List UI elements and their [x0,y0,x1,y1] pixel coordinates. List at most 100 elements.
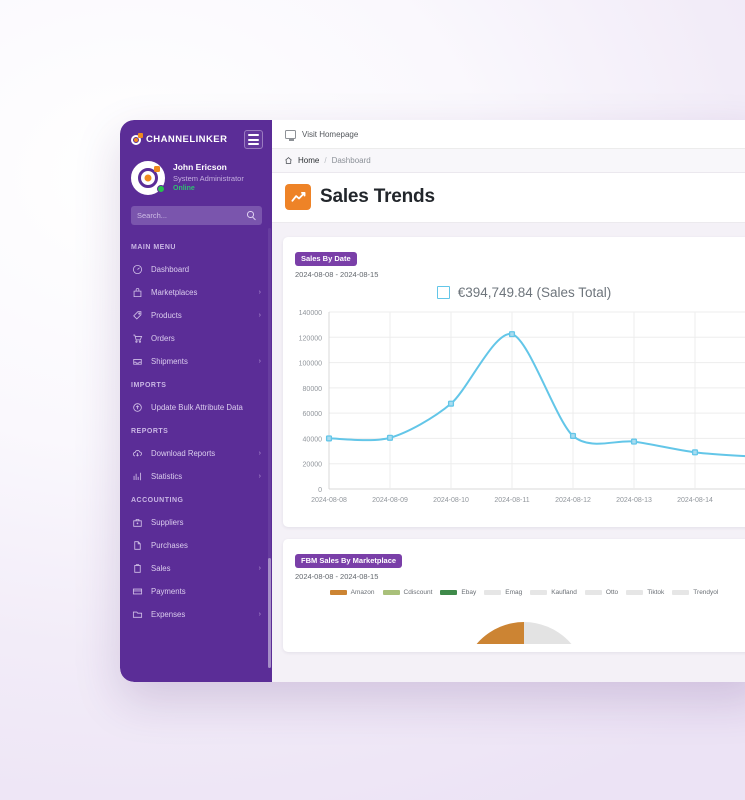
sidebar-scrollbar-thumb[interactable] [268,558,271,668]
pie-legend-swatch-icon [440,590,458,595]
brand-name: CHANNELINKER [146,134,228,145]
pie-slice[interactable] [462,622,524,644]
pie-legend-label: Kaufland [551,589,577,596]
sidebar-item-label: Orders [151,334,175,343]
pie-legend-item[interactable]: Tiktok [626,589,664,596]
sidebar-item-label: Marketplaces [151,288,198,297]
chevron-right-icon: › [258,611,261,618]
breadcrumb-separator: / [324,156,327,165]
briefcase-icon [132,517,143,528]
pie-legend-item[interactable]: Emag [484,589,522,596]
sidebar-item-label: Statistics [151,472,183,481]
breadcrumb: Home / Dashboard [272,149,745,173]
legend-label: €394,749.84 (Sales Total) [457,285,612,300]
sidebar-item-statistics[interactable]: Statistics › [120,465,272,488]
pie-legend-label: Cdiscount [403,589,433,596]
online-status-dot [157,185,165,193]
breadcrumb-home[interactable]: Home [298,156,320,165]
chevron-right-icon: › [258,358,261,365]
card-date-range: 2024-08-08 - 2024-08-15 [295,270,379,279]
sidebar-item-label: Purchases [151,541,188,550]
sidebar-item-sales[interactable]: Sales › [120,557,272,580]
pie-legend-label: Otto [605,589,619,596]
sidebar-item-label: Shipments [151,357,188,366]
profile-role: System Administrator [173,173,244,183]
pie-legend-item[interactable]: Kaufland [530,589,577,596]
sidebar-item-products[interactable]: Products › [120,304,272,327]
search-input[interactable] [137,211,247,220]
pie-legend-item[interactable]: Ebay [440,589,476,596]
card-fbm-sales-by-marketplace: FBM Sales By Marketplace 2024-08-08 - 20… [283,539,745,652]
sidebar-item-label: Products [151,311,182,320]
sidebar-nav: MAIN MENU Dashboard Marketplaces › [120,235,272,682]
sidebar-item-label: Dashboard [151,265,190,274]
pie-legend-swatch-icon [672,590,690,595]
svg-text:100000: 100000 [299,361,322,368]
pie-legend-label: Ebay [461,589,477,596]
card-tag: FBM Sales By Marketplace [295,553,403,568]
visit-homepage-link[interactable]: Visit Homepage [285,129,358,141]
dashboard-scroll-area: Sales By Date 2024-08-08 - 2024-08-15 €3… [272,223,745,682]
app-window: CHANNELINKER John Ericson System Adminis… [120,120,745,682]
folder-icon [132,609,143,620]
pie-chart-svg[interactable] [444,604,604,644]
sidebar-item-label: Update Bulk Attribute Data [151,403,243,412]
search-box[interactable] [131,206,262,225]
chart-legend[interactable]: €394,749.84 (Sales Total) [283,285,745,300]
pie-legend-item[interactable]: Trendyol [672,589,718,596]
sidebar-item-suppliers[interactable]: Suppliers [120,511,272,534]
sidebar-item-orders[interactable]: Orders [120,327,272,350]
pie-legend-label: Tiktok [647,589,665,596]
cloud-upload-icon [132,402,143,413]
chevron-right-icon: › [258,450,261,457]
pie-legend-item[interactable]: Cdiscount [382,589,433,596]
svg-text:2024-08-14: 2024-08-14 [677,497,713,504]
card-sales-by-date: Sales By Date 2024-08-08 - 2024-08-15 €3… [283,237,745,527]
sidebar-item-shipments[interactable]: Shipments › [120,350,272,373]
svg-text:2024-08-09: 2024-08-09 [372,497,408,504]
topbar: Visit Homepage [272,120,745,149]
line-chart-svg[interactable]: 0 20000 40000 60000 80000 100000 120000 140000 2… [283,304,745,519]
bar-chart-icon [132,471,143,482]
svg-text:0: 0 [318,487,322,494]
gauge-icon [132,264,143,275]
sidebar-item-expenses[interactable]: Expenses › [120,603,272,626]
avatar [131,161,165,195]
svg-text:40000: 40000 [303,436,323,443]
search-icon [247,211,256,221]
sidebar-item-marketplaces[interactable]: Marketplaces › [120,281,272,304]
sidebar-item-dashboard[interactable]: Dashboard [120,258,272,281]
breadcrumb-current: Dashboard [331,156,371,165]
trend-line-icon [285,184,311,210]
pie-legend[interactable]: Amazon Cdiscount Ebay Emag Kaufland Otto Tikto… [289,589,745,596]
pie-legend-label: Emag [505,589,523,596]
sidebar-item-label: Sales [151,564,171,573]
menu-toggle-button[interactable] [244,130,263,149]
clipboard-icon [132,563,143,574]
nav-section-reports: REPORTS [131,428,169,435]
sidebar-scrollbar[interactable] [268,228,271,668]
page-title: Sales Trends [320,186,435,207]
inbox-icon [132,356,143,367]
sidebar-item-purchases[interactable]: Purchases [120,534,272,557]
sidebar-item-payments[interactable]: Payments [120,580,272,603]
tag-icon [132,310,143,321]
svg-text:120000: 120000 [299,335,322,342]
pie-legend-item[interactable]: Otto [584,589,619,596]
sidebar-brand-row: CHANNELINKER [120,120,272,155]
sidebar-item-update-bulk-attribute-data[interactable]: Update Bulk Attribute Data [120,396,272,419]
pie-slice[interactable] [524,622,586,644]
nav-section-main-menu: MAIN MENU [131,244,176,251]
chevron-right-icon: › [258,289,261,296]
brand-logo[interactable]: CHANNELINKER [130,132,228,146]
sidebar-item-label: Download Reports [151,449,216,458]
monitor-icon [285,129,296,141]
main-content: Visit Homepage Home / Dashboard Sales Tr… [272,120,745,682]
chevron-right-icon: › [258,312,261,319]
sidebar-profile[interactable]: John Ericson System Administrator Online [120,155,272,204]
profile-status: Online [173,185,195,193]
sidebar-item-download-reports[interactable]: Download Reports › [120,442,272,465]
pie-legend-item[interactable]: Amazon [329,589,375,596]
nav-section-imports: IMPORTS [131,382,167,389]
profile-name: John Ericson [173,162,227,173]
